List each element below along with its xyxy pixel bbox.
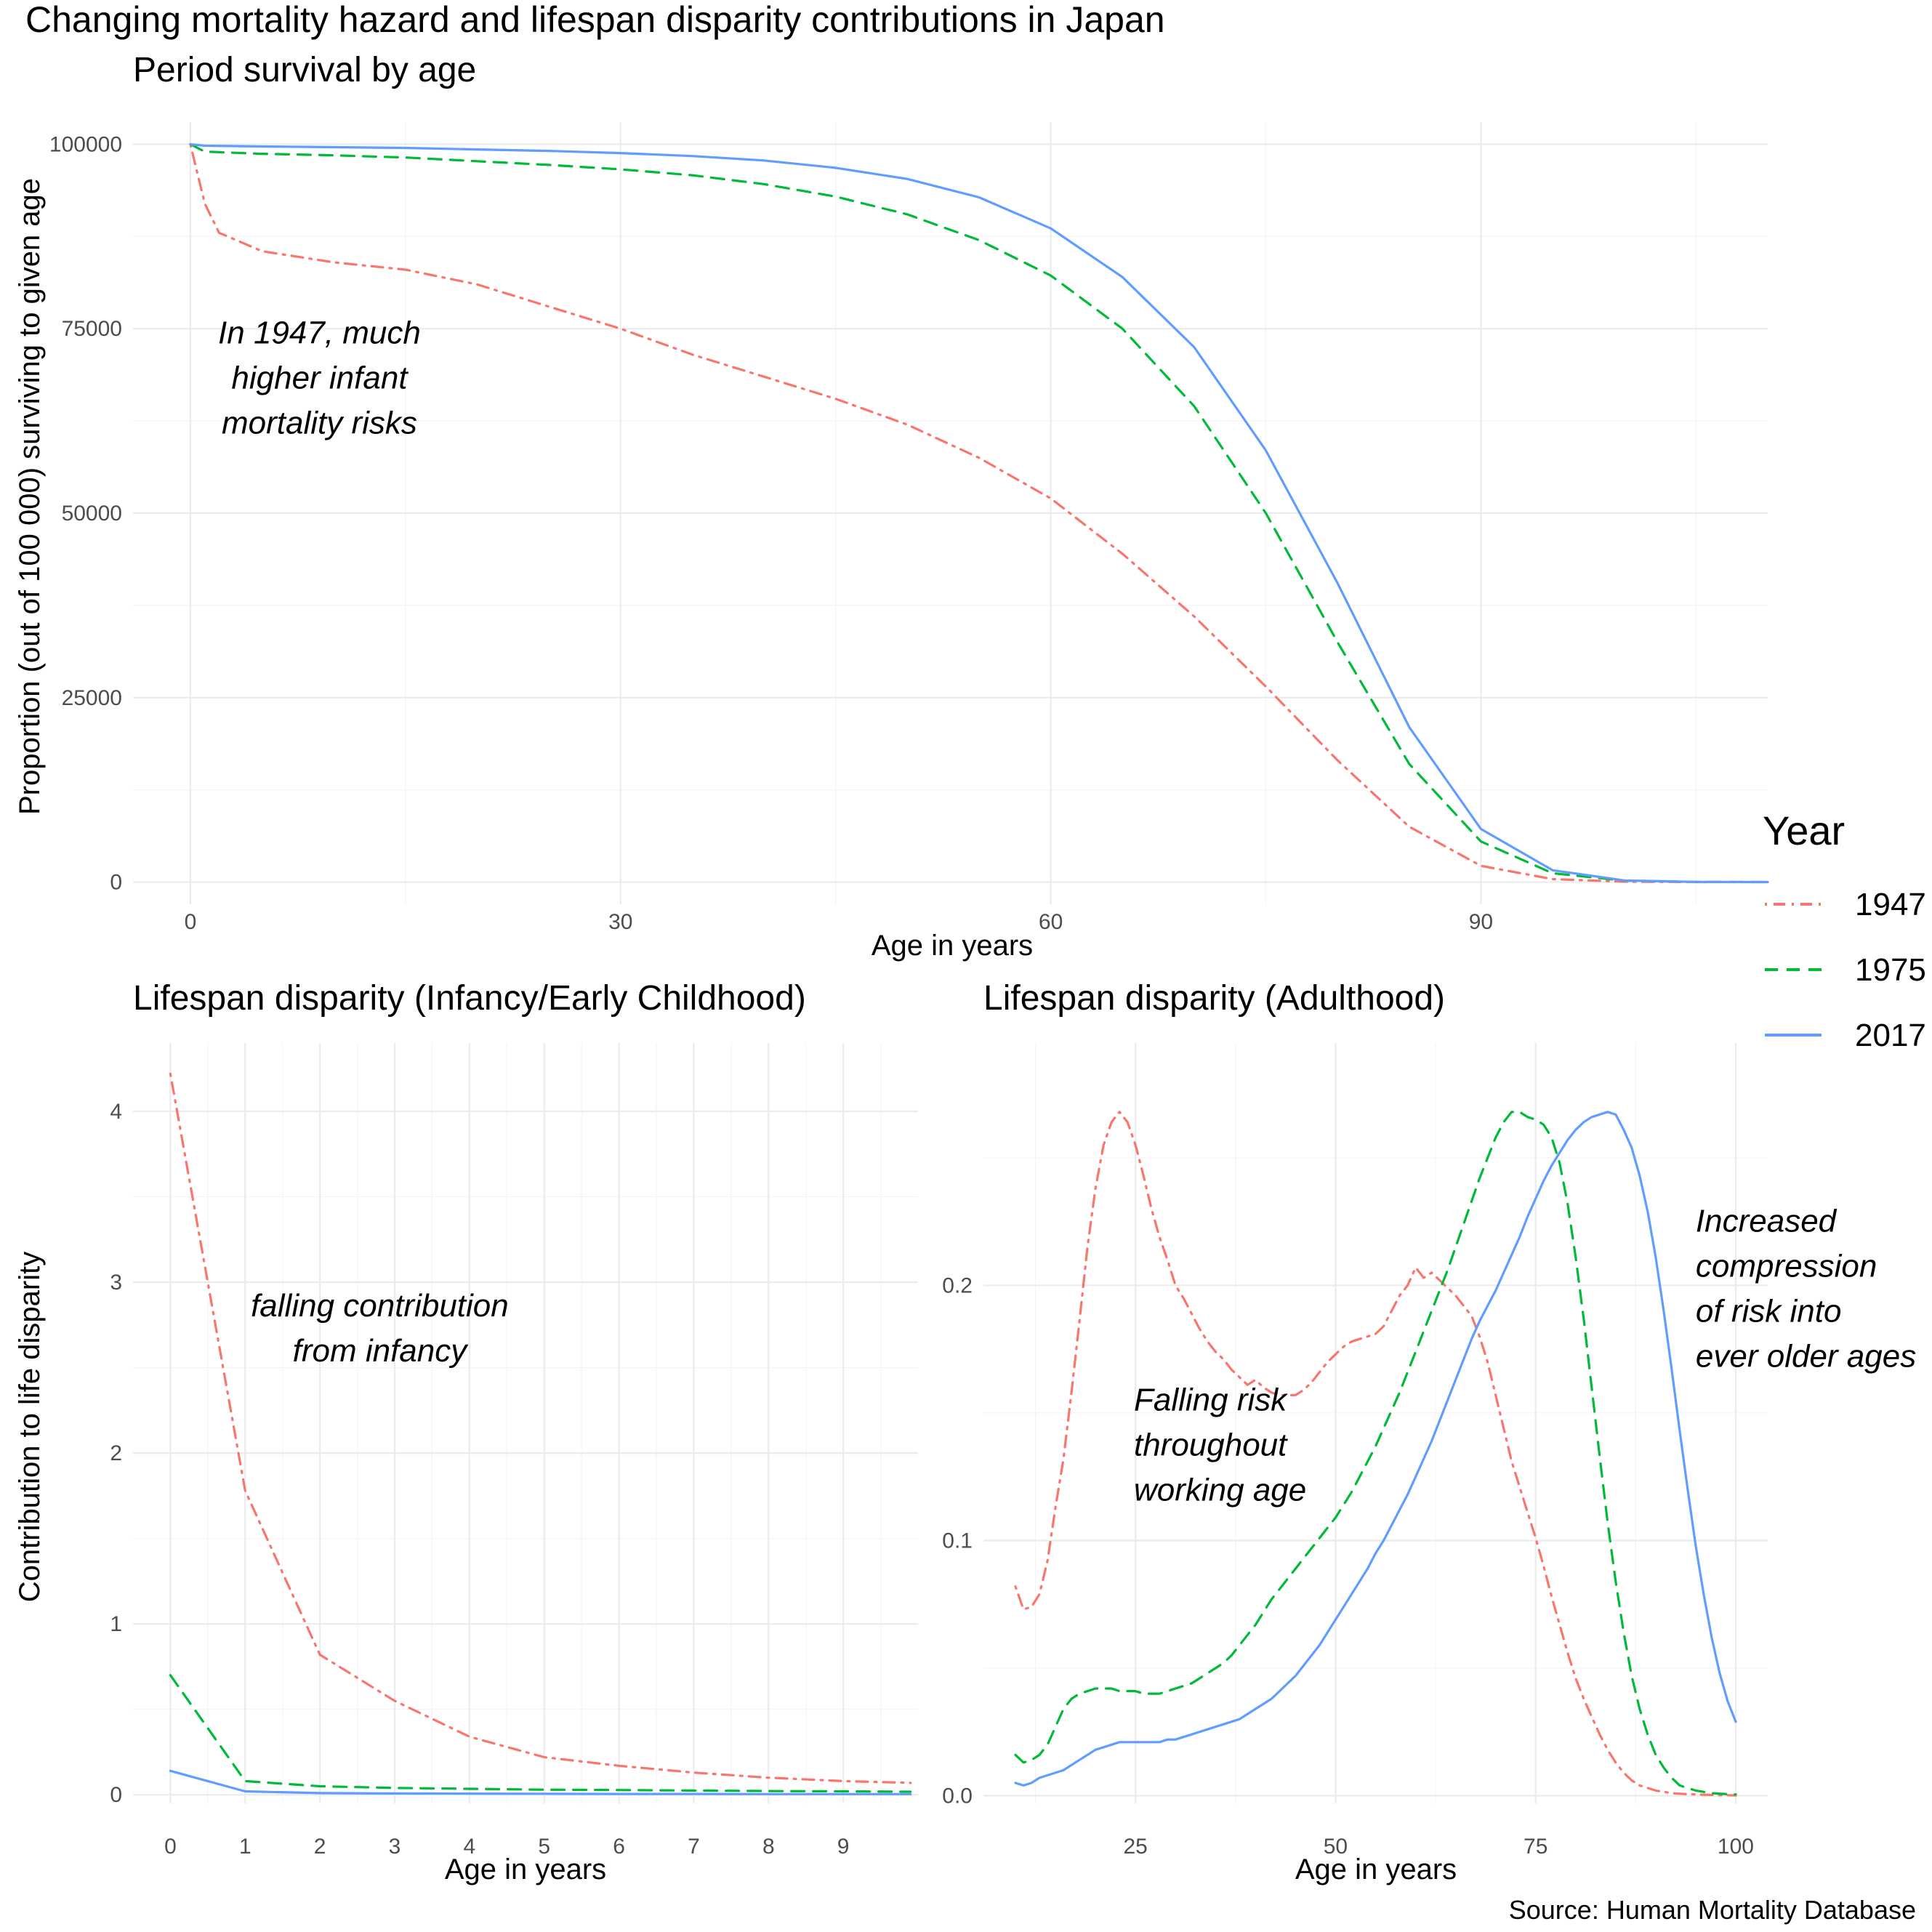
- x-tick-label: 60: [1039, 910, 1063, 934]
- survival-x-axis-title: Age in years: [872, 930, 1033, 962]
- source-caption: Source: Human Mortality Database: [1509, 1895, 1916, 1925]
- infancy-tick-labels: 0 1 2 3 4 0 1 2 3 4 5 6 7 8 9: [110, 1100, 849, 1859]
- y-tick-label: 0: [110, 871, 122, 895]
- infancy-annotation: falling contribution from infancy: [251, 1288, 509, 1369]
- survival-y-axis-title: Proportion (out of 100 000) surviving to…: [14, 178, 46, 815]
- x-tick-label: 0: [185, 910, 197, 934]
- x-tick-label: 7: [688, 1835, 700, 1859]
- legend-label: 2017: [1855, 1018, 1926, 1053]
- adulthood-series: [1014, 1111, 1737, 1797]
- survival-panel: Period survival by age 0 25000 50000 75000 1…: [14, 51, 1769, 962]
- figure-title: Changing mortality hazard and lifespan d…: [25, 0, 1165, 40]
- infancy-gridlines: [133, 1043, 918, 1803]
- y-tick-label: 75000: [62, 317, 122, 341]
- y-tick-label: 0.2: [942, 1273, 973, 1297]
- x-tick-label: 3: [389, 1835, 401, 1859]
- adulthood-panel-title: Lifespan disparity (Adulthood): [983, 979, 1445, 1018]
- y-tick-label: 25000: [62, 686, 122, 710]
- series-line-2017: [169, 1769, 912, 1795]
- infancy-series: [169, 1072, 912, 1795]
- series-line-1975: [189, 142, 1769, 884]
- infancy-y-axis-title: Contribution to life disparity: [14, 1252, 46, 1602]
- x-tick-label: 8: [762, 1835, 775, 1859]
- x-tick-label: 30: [608, 910, 632, 934]
- y-tick-label: 0.1: [942, 1529, 973, 1553]
- annotation-text: Increased compression of risk into ever old…: [1696, 1204, 1916, 1374]
- x-tick-label: 2: [314, 1835, 326, 1859]
- x-tick-label: 50: [1324, 1835, 1348, 1859]
- x-tick-label: 5: [538, 1835, 550, 1859]
- legend-item-1947: 1947: [1765, 887, 1926, 922]
- y-tick-label: 2: [110, 1441, 122, 1465]
- legend-item-1975: 1975: [1765, 952, 1926, 988]
- y-tick-label: 4: [110, 1100, 122, 1124]
- annotation-text: falling contribution from infancy: [251, 1288, 509, 1369]
- annotation-text: In 1947, much higher infant mortality risk…: [218, 315, 421, 441]
- adulthood-tick-labels: 0.0 0.1 0.2 25 50 75 100: [942, 1273, 1754, 1859]
- x-tick-label: 4: [464, 1835, 476, 1859]
- x-tick-label: 0: [164, 1835, 177, 1859]
- series-line-1947: [1014, 1111, 1737, 1797]
- infancy-disparity-panel: Lifespan disparity (Infancy/Early Childh…: [14, 979, 918, 1885]
- series-line-1975: [1014, 1111, 1737, 1796]
- x-tick-label: 1: [239, 1835, 251, 1859]
- y-tick-label: 0: [110, 1783, 122, 1807]
- x-tick-label: 6: [613, 1835, 625, 1859]
- x-tick-label: 9: [837, 1835, 850, 1859]
- y-tick-label: 3: [110, 1271, 122, 1295]
- series-line-2017: [1014, 1111, 1737, 1787]
- adulthood-gridlines: [983, 1043, 1768, 1803]
- infancy-panel-title: Lifespan disparity (Infancy/Early Childh…: [133, 979, 806, 1018]
- legend-label: 1947: [1855, 887, 1926, 922]
- survival-annotation: In 1947, much higher infant mortality risk…: [218, 315, 421, 441]
- series-line-2017: [189, 142, 1769, 884]
- annotation-text: Falling risk throughout working age: [1134, 1382, 1306, 1508]
- legend-label: 1975: [1855, 952, 1926, 988]
- survival-tick-labels: 0 25000 50000 75000 100000 0 30 60 90: [49, 132, 1493, 934]
- y-tick-label: 0.0: [942, 1784, 973, 1808]
- x-tick-label: 25: [1124, 1835, 1148, 1859]
- y-tick-label: 100000: [49, 132, 122, 156]
- adulthood-annotations: Falling risk throughout working age Increas…: [1134, 1204, 1916, 1508]
- legend-item-2017: 2017: [1765, 1018, 1926, 1053]
- legend-title: Year: [1763, 808, 1845, 853]
- adulthood-x-axis-title: Age in years: [1295, 1853, 1457, 1885]
- survival-gridlines: [133, 122, 1768, 904]
- legend: Year 1947 1975 2017: [1763, 808, 1926, 1053]
- y-tick-label: 50000: [62, 502, 122, 526]
- y-tick-label: 1: [110, 1612, 122, 1636]
- series-line-1975: [169, 1674, 912, 1793]
- infancy-x-axis-title: Age in years: [445, 1853, 606, 1885]
- x-tick-label: 100: [1718, 1835, 1754, 1859]
- survival-series: [189, 142, 1769, 884]
- adulthood-disparity-panel: Lifespan disparity (Adulthood) 0.0 0.1 0.2…: [942, 979, 1916, 1885]
- survival-panel-title: Period survival by age: [133, 51, 476, 89]
- series-line-1947: [169, 1072, 912, 1784]
- x-tick-label: 75: [1524, 1835, 1547, 1859]
- x-tick-label: 90: [1469, 910, 1493, 934]
